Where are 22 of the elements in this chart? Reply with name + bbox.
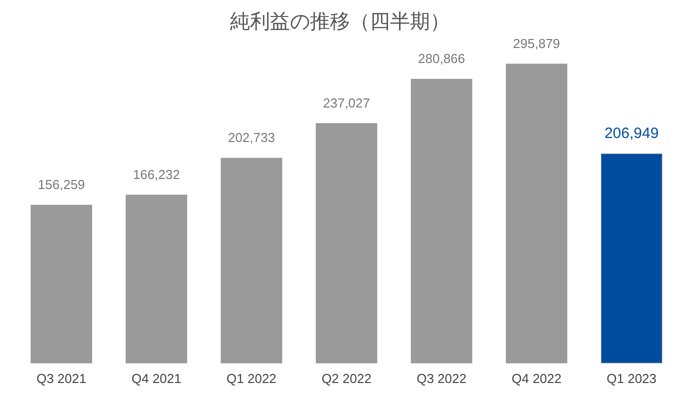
x-tick-label: Q1 2022 [226, 371, 276, 386]
bar [600, 154, 662, 364]
bar [506, 64, 568, 364]
x-tick-label: Q4 2021 [132, 371, 182, 386]
bar [126, 194, 188, 364]
x-tick-label: Q1 2023 [606, 371, 657, 386]
bar [410, 78, 472, 364]
bar [220, 158, 282, 364]
data-label: 166,232 [132, 167, 180, 182]
data-label: 237,027 [323, 95, 370, 110]
chart-title: 純利益の推移（四半期） [230, 11, 450, 33]
data-label: 206,949 [604, 124, 659, 142]
x-tick-label: Q4 2022 [512, 371, 562, 386]
data-label: 280,866 [418, 51, 466, 66]
x-tick-label: Q3 2022 [416, 371, 466, 386]
x-tick-label: Q2 2022 [322, 371, 372, 386]
bar [316, 123, 378, 364]
x-tick-label: Q3 2021 [36, 371, 86, 386]
bar [30, 204, 92, 364]
data-label: 295,879 [513, 36, 560, 51]
data-label: 202,733 [228, 130, 275, 146]
data-label: 156,259 [38, 177, 85, 192]
